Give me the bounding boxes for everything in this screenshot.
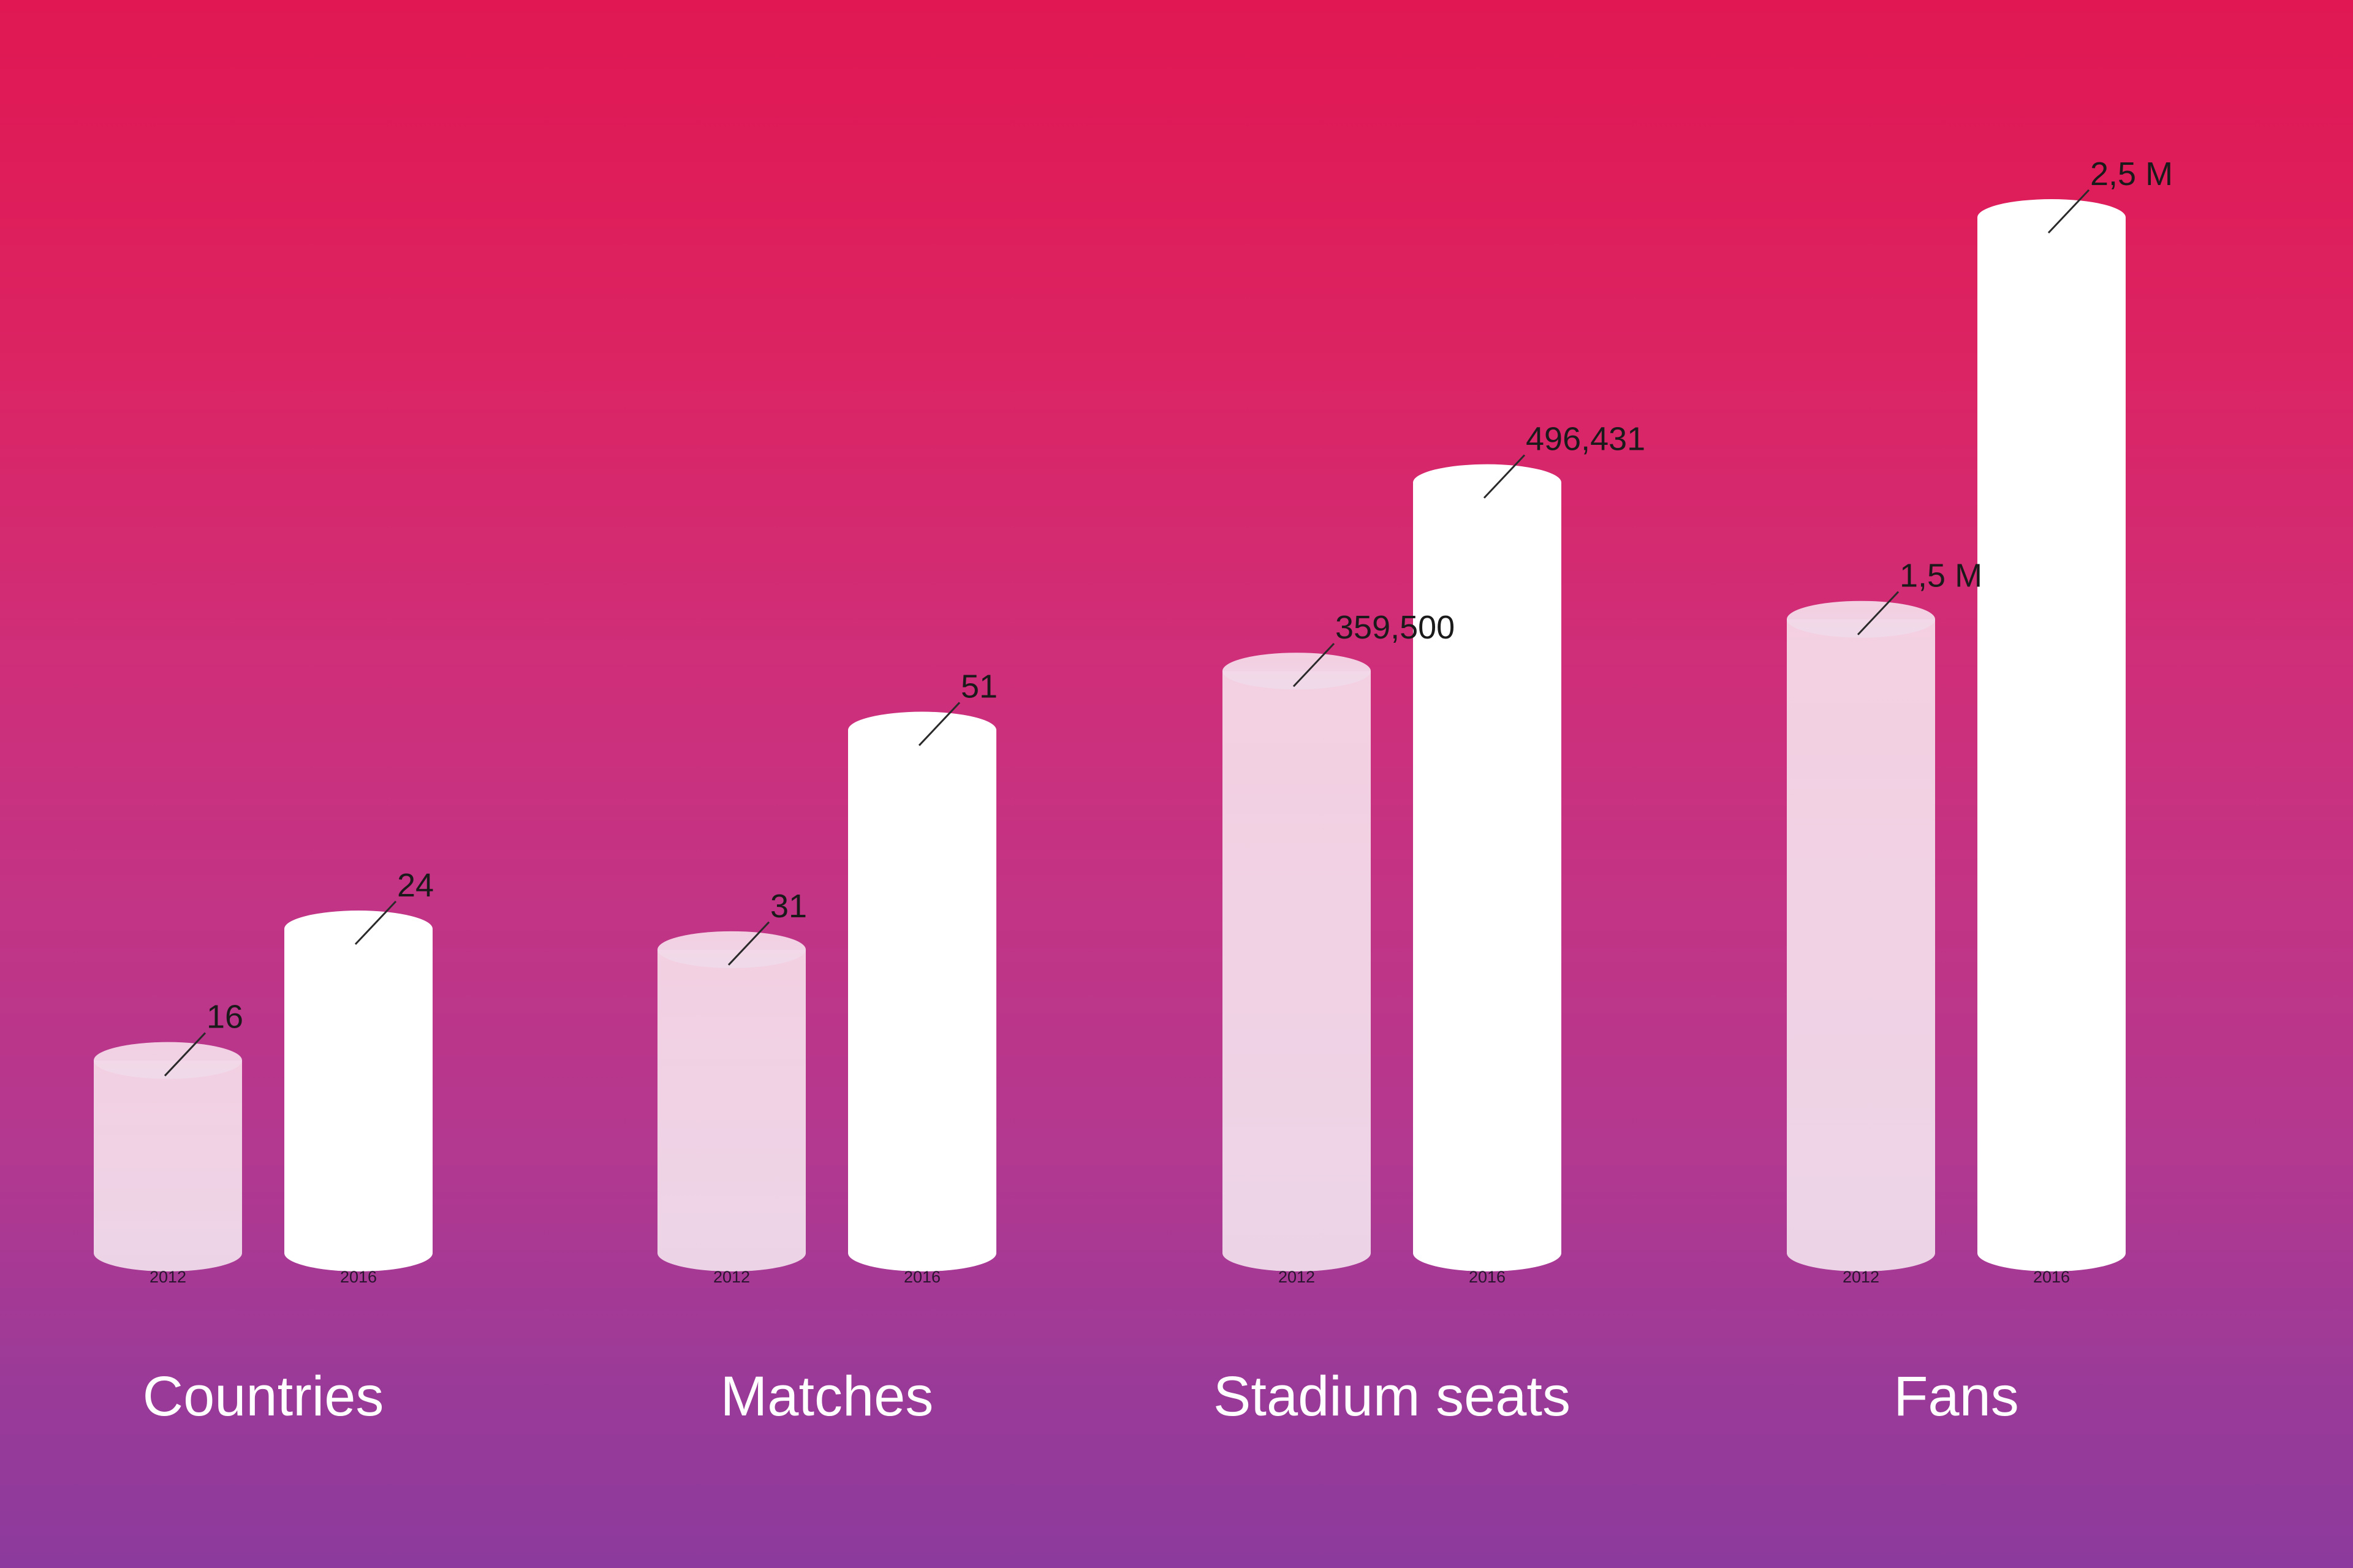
labels-layer: 16 2012 24 2016 Countries 31 2012 51 2016 Matches… (143, 156, 2173, 1428)
bar-cap (1977, 199, 2126, 236)
bar-body (1413, 482, 1561, 1271)
value-label-matches-2012: 31 (770, 888, 807, 925)
bar-body (1977, 218, 2126, 1271)
bar-body (1222, 671, 1371, 1271)
bar-body (657, 949, 806, 1271)
year-label: 2012 (713, 1268, 750, 1286)
value-label-fans-2016: 2,5 M (2090, 156, 2173, 192)
year-label: 2016 (340, 1268, 377, 1286)
bar-body (284, 929, 433, 1271)
bar-cap (1787, 600, 1935, 638)
bar-cap (94, 1042, 242, 1079)
bar-body (94, 1060, 242, 1271)
bar-body (1787, 619, 1935, 1271)
bar-matches-2016 (848, 711, 996, 1271)
bar-cap (1222, 653, 1371, 690)
leader-line (1292, 643, 1335, 687)
value-label-countries-2012: 16 (207, 999, 243, 1036)
bar-fans-2012 (1787, 600, 1935, 1271)
bar-body (848, 730, 996, 1271)
category-label-countries: Countries (143, 1365, 384, 1428)
bar-countries-2016 (284, 911, 433, 1271)
leader-line (354, 901, 397, 945)
bar-cap (657, 931, 806, 968)
leader-line (2047, 189, 2090, 234)
category-label-matches: Matches (721, 1365, 934, 1428)
category-label-stadium-seats: Stadium seats (1213, 1365, 1571, 1428)
leader-line (164, 1032, 207, 1077)
bar-matches-2012 (657, 931, 806, 1271)
value-label-stadium-seats-2012: 359,500 (1335, 609, 1455, 646)
bar-cap (1413, 464, 1561, 501)
category-label-fans: Fans (1893, 1365, 2019, 1428)
leader-line (918, 702, 961, 746)
bar-cap (284, 911, 433, 948)
value-label-countries-2016: 24 (397, 867, 434, 904)
leader-line (727, 921, 770, 966)
year-label: 2012 (1843, 1268, 1879, 1286)
bar-stadium-seats-2012 (1222, 653, 1371, 1271)
year-label: 2016 (2033, 1268, 2070, 1286)
bar-cap (848, 711, 996, 749)
bar-countries-2012 (94, 1042, 242, 1271)
value-label-stadium-seats-2016: 496,431 (1526, 421, 1645, 458)
year-label: 2012 (150, 1268, 186, 1286)
year-label: 2016 (1469, 1268, 1506, 1286)
bars-layer (94, 199, 2126, 1271)
bar-fans-2016 (1977, 199, 2126, 1271)
value-label-fans-2012: 1,5 M (1900, 558, 1982, 594)
leader-line (1857, 591, 1900, 635)
year-label: 2016 (904, 1268, 941, 1286)
leader-line (1483, 454, 1526, 499)
bar-stadium-seats-2016 (1413, 464, 1561, 1271)
year-label: 2012 (1278, 1268, 1315, 1286)
value-label-matches-2016: 51 (961, 668, 998, 705)
